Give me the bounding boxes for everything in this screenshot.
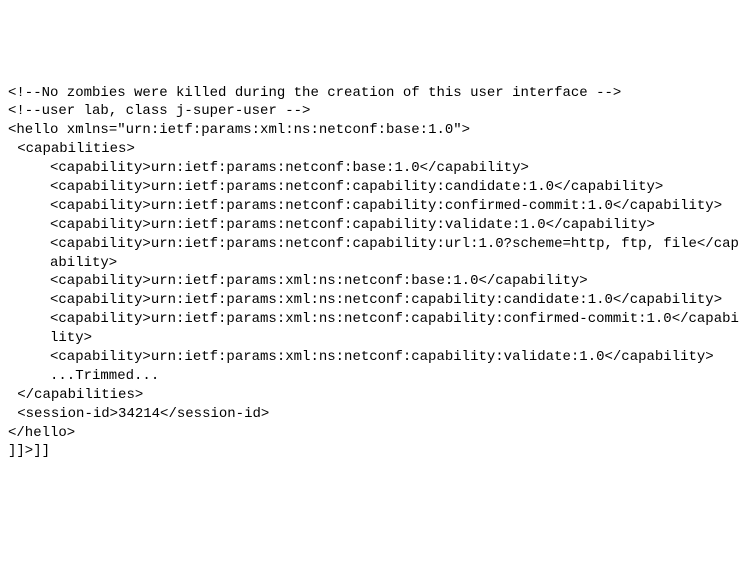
code-line: </capabilities> [8, 386, 739, 405]
code-line: <capability>urn:ietf:params:xml:ns:netco… [8, 291, 739, 310]
code-line: <hello xmlns="urn:ietf:params:xml:ns:net… [8, 121, 739, 140]
code-line: </hello> [8, 424, 739, 443]
code-line: <capability>urn:ietf:params:netconf:capa… [8, 178, 739, 197]
code-line: <capability>urn:ietf:params:xml:ns:netco… [8, 272, 739, 291]
code-line: <capability>urn:ietf:params:netconf:base… [8, 159, 739, 178]
code-line: <capability>urn:ietf:params:xml:ns:netco… [8, 310, 739, 348]
code-line: <capability>urn:ietf:params:netconf:capa… [8, 216, 739, 235]
code-line: <capabilities> [8, 140, 739, 159]
code-line: <capability>urn:ietf:params:netconf:capa… [8, 235, 739, 273]
code-line: <capability>urn:ietf:params:netconf:capa… [8, 197, 739, 216]
code-line: <!--No zombies were killed during the cr… [8, 84, 739, 103]
code-line: <session-id>34214</session-id> [8, 405, 739, 424]
code-line: <!--user lab, class j-super-user --> [8, 102, 739, 121]
code-line: ]]>]] [8, 442, 739, 461]
code-line: <capability>urn:ietf:params:xml:ns:netco… [8, 348, 739, 367]
xml-code-block: <!--No zombies were killed during the cr… [8, 84, 739, 462]
code-line: ...Trimmed... [8, 367, 739, 386]
